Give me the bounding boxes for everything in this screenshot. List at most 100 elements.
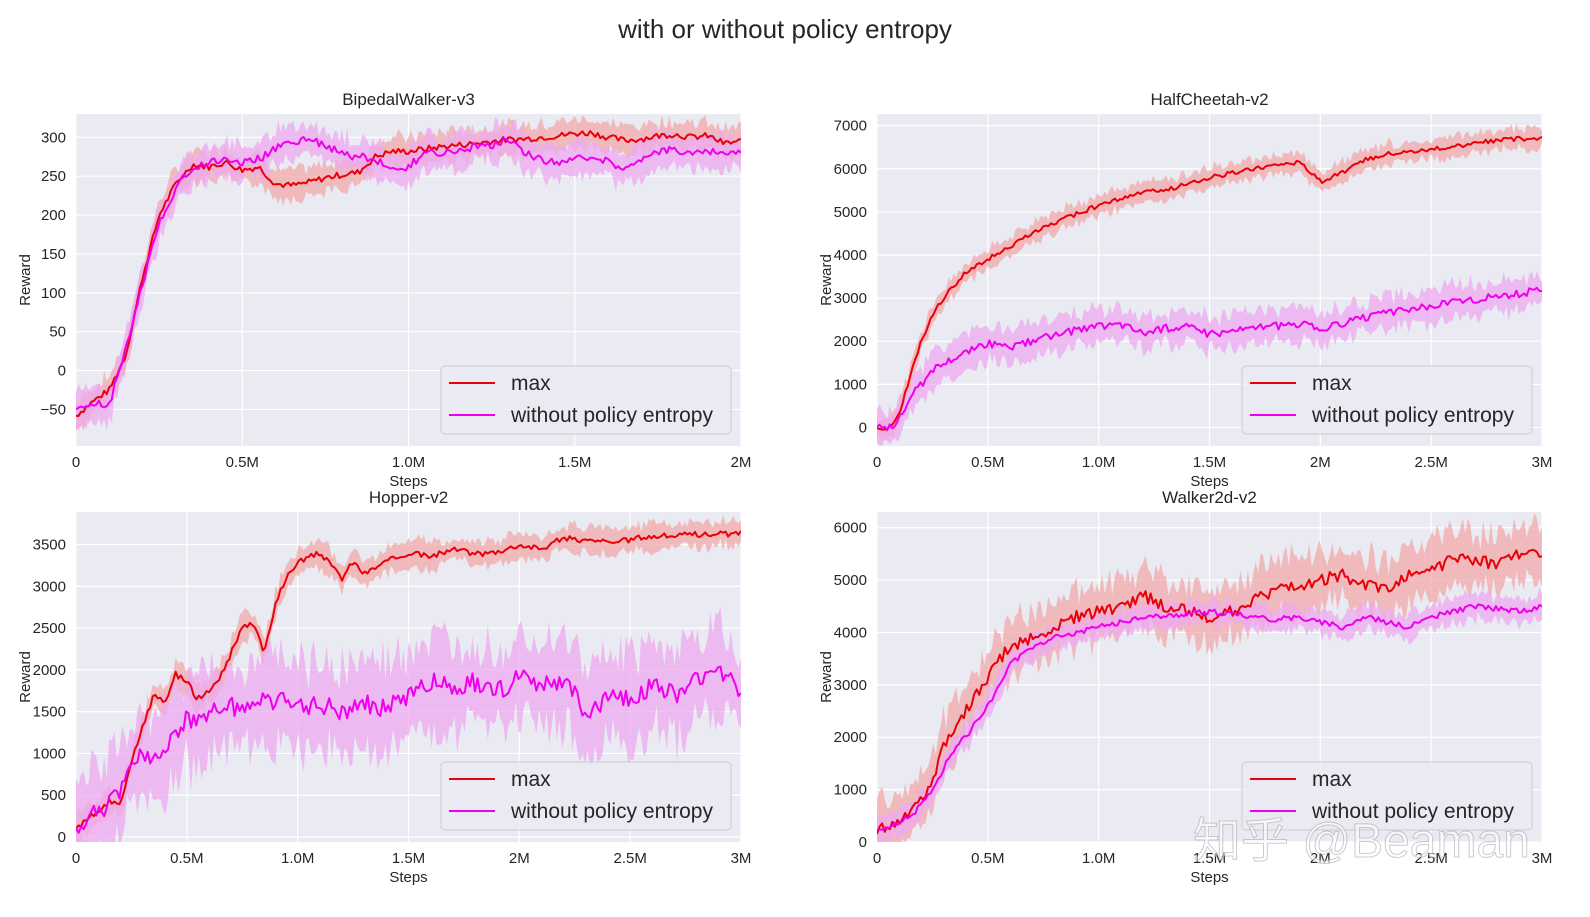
y-tick-label: 2500 bbox=[33, 620, 66, 637]
x-tick-label: 0 bbox=[873, 850, 881, 867]
legend-box bbox=[440, 761, 732, 831]
y-tick-label: 3000 bbox=[834, 677, 867, 694]
plot-content bbox=[877, 123, 1542, 446]
y-tick-label: 150 bbox=[41, 246, 66, 263]
x-tick-label: 3M bbox=[1532, 850, 1553, 867]
y-axis-label: Reward bbox=[17, 651, 34, 703]
x-tick-label: 1.5M bbox=[1193, 850, 1226, 867]
x-tick-label: 0.5M bbox=[971, 850, 1004, 867]
watermark-text: 知乎 @Beaman bbox=[1193, 815, 1530, 868]
y-tick-label: 2000 bbox=[33, 662, 66, 679]
panel-title: Hopper-v2 bbox=[369, 488, 448, 507]
band-max bbox=[877, 123, 1542, 441]
x-axis-label: Steps bbox=[1190, 473, 1228, 490]
x-tick-label: 2.5M bbox=[1414, 454, 1447, 471]
x-tick-label: 0 bbox=[72, 454, 80, 471]
panel-title: HalfCheetah-v2 bbox=[1150, 90, 1268, 109]
x-tick-label: 1.5M bbox=[1193, 454, 1226, 471]
x-tick-label: 1.0M bbox=[281, 850, 314, 867]
x-tick-label: 1.0M bbox=[1082, 454, 1115, 471]
y-tick-label: 200 bbox=[41, 207, 66, 224]
x-tick-label: 2M bbox=[1310, 850, 1331, 867]
x-tick-label: 0 bbox=[873, 454, 881, 471]
legend-label-max: max bbox=[511, 768, 551, 791]
y-tick-label: 300 bbox=[41, 129, 66, 146]
x-tick-label: 2.5M bbox=[613, 850, 646, 867]
y-tick-label: 2000 bbox=[834, 333, 867, 350]
panel-bipedalwalker: 0 0.5M 1.0M 1.5M 2M −50 0 50 100 150 200 250 300 Bipe… bbox=[17, 90, 751, 490]
y-tick-label: 3500 bbox=[33, 537, 66, 554]
y-tick-label: 5000 bbox=[834, 204, 867, 221]
y-tick-label: 5000 bbox=[834, 572, 867, 589]
legend-box bbox=[440, 365, 732, 435]
legend-label-entropy: without policy entropy bbox=[1311, 800, 1514, 823]
legend-label-entropy: without policy entropy bbox=[1311, 404, 1514, 427]
x-tick-label: 2M bbox=[731, 454, 752, 471]
y-tick-label: 0 bbox=[859, 419, 867, 436]
figure-suptitle: with or without policy entropy bbox=[617, 14, 952, 44]
legend-box bbox=[1241, 761, 1533, 831]
y-tick-label: 0 bbox=[58, 829, 66, 846]
y-tick-label: 1000 bbox=[33, 745, 66, 762]
y-tick-label: 0 bbox=[859, 834, 867, 851]
legend-box bbox=[1241, 365, 1533, 435]
series-line-entropy bbox=[76, 136, 741, 411]
y-tick-label: 0 bbox=[58, 363, 66, 380]
series-line-max bbox=[877, 549, 1542, 835]
x-tick-label: 3M bbox=[1532, 454, 1553, 471]
legend-label-entropy: without policy entropy bbox=[510, 800, 713, 823]
y-tick-label: −50 bbox=[41, 401, 66, 418]
x-tick-label: 1.5M bbox=[558, 454, 591, 471]
x-tick-label: 2.5M bbox=[1414, 850, 1447, 867]
x-tick-label: 1.0M bbox=[392, 454, 425, 471]
series-line-entropy bbox=[76, 665, 741, 834]
panel-title: Walker2d-v2 bbox=[1162, 488, 1257, 507]
y-tick-label: 500 bbox=[41, 787, 66, 804]
y-tick-label: 250 bbox=[41, 168, 66, 185]
x-tick-label: 0.5M bbox=[971, 454, 1004, 471]
band-entropy bbox=[877, 587, 1542, 842]
y-tick-label: 1000 bbox=[834, 782, 867, 799]
x-tick-label: 1.0M bbox=[1082, 850, 1115, 867]
y-tick-label: 50 bbox=[49, 324, 66, 341]
y-tick-label: 6000 bbox=[834, 520, 867, 537]
panel-hopper: 0 0.5M 1.0M 1.5M 2M 2.5M 3M 0 500 1000 1500 2000 250… bbox=[17, 488, 752, 886]
band-entropy bbox=[76, 606, 741, 842]
y-tick-label: 4000 bbox=[834, 247, 867, 264]
plot-content bbox=[76, 114, 741, 432]
y-tick-label: 1000 bbox=[834, 376, 867, 393]
y-tick-label: 3000 bbox=[33, 578, 66, 595]
y-tick-label: 1500 bbox=[33, 704, 66, 721]
y-tick-label: 4000 bbox=[834, 624, 867, 641]
legend-label-entropy: without policy entropy bbox=[510, 404, 713, 427]
legend-label-max: max bbox=[1312, 372, 1352, 395]
series-line-entropy bbox=[877, 603, 1542, 831]
y-axis-label: Reward bbox=[818, 651, 835, 703]
x-tick-label: 3M bbox=[731, 850, 752, 867]
plot-content bbox=[877, 512, 1542, 842]
legend-label-max: max bbox=[511, 372, 551, 395]
x-tick-label: 2M bbox=[1310, 454, 1331, 471]
y-tick-label: 2000 bbox=[834, 729, 867, 746]
band-max bbox=[877, 512, 1542, 842]
y-axis-label: Reward bbox=[818, 254, 835, 306]
band-entropy bbox=[877, 271, 1542, 446]
series-line-max bbox=[76, 530, 741, 830]
y-tick-label: 7000 bbox=[834, 118, 867, 135]
y-tick-label: 100 bbox=[41, 285, 66, 302]
x-tick-label: 0.5M bbox=[226, 454, 259, 471]
panel-title: BipedalWalker-v3 bbox=[342, 90, 475, 109]
band-max bbox=[76, 514, 741, 842]
y-axis-label: Reward bbox=[17, 254, 34, 306]
plot-content bbox=[76, 514, 741, 842]
panel-walker2d: 0 0.5M 1.0M 1.5M 2M 2.5M 3M 0 1000 2000 3000 4000 50… bbox=[818, 488, 1552, 886]
x-tick-label: 1.5M bbox=[392, 850, 425, 867]
series-line-entropy bbox=[877, 286, 1542, 432]
x-axis-label: Steps bbox=[389, 473, 427, 490]
x-tick-label: 2M bbox=[509, 850, 530, 867]
panel-halfcheetah: 0 0.5M 1.0M 1.5M 2M 2.5M 3M 0 1000 2000 3000 4000 50… bbox=[818, 90, 1552, 490]
series-line-max bbox=[877, 135, 1542, 431]
x-axis-label: Steps bbox=[389, 869, 427, 886]
x-tick-label: 0 bbox=[72, 850, 80, 867]
